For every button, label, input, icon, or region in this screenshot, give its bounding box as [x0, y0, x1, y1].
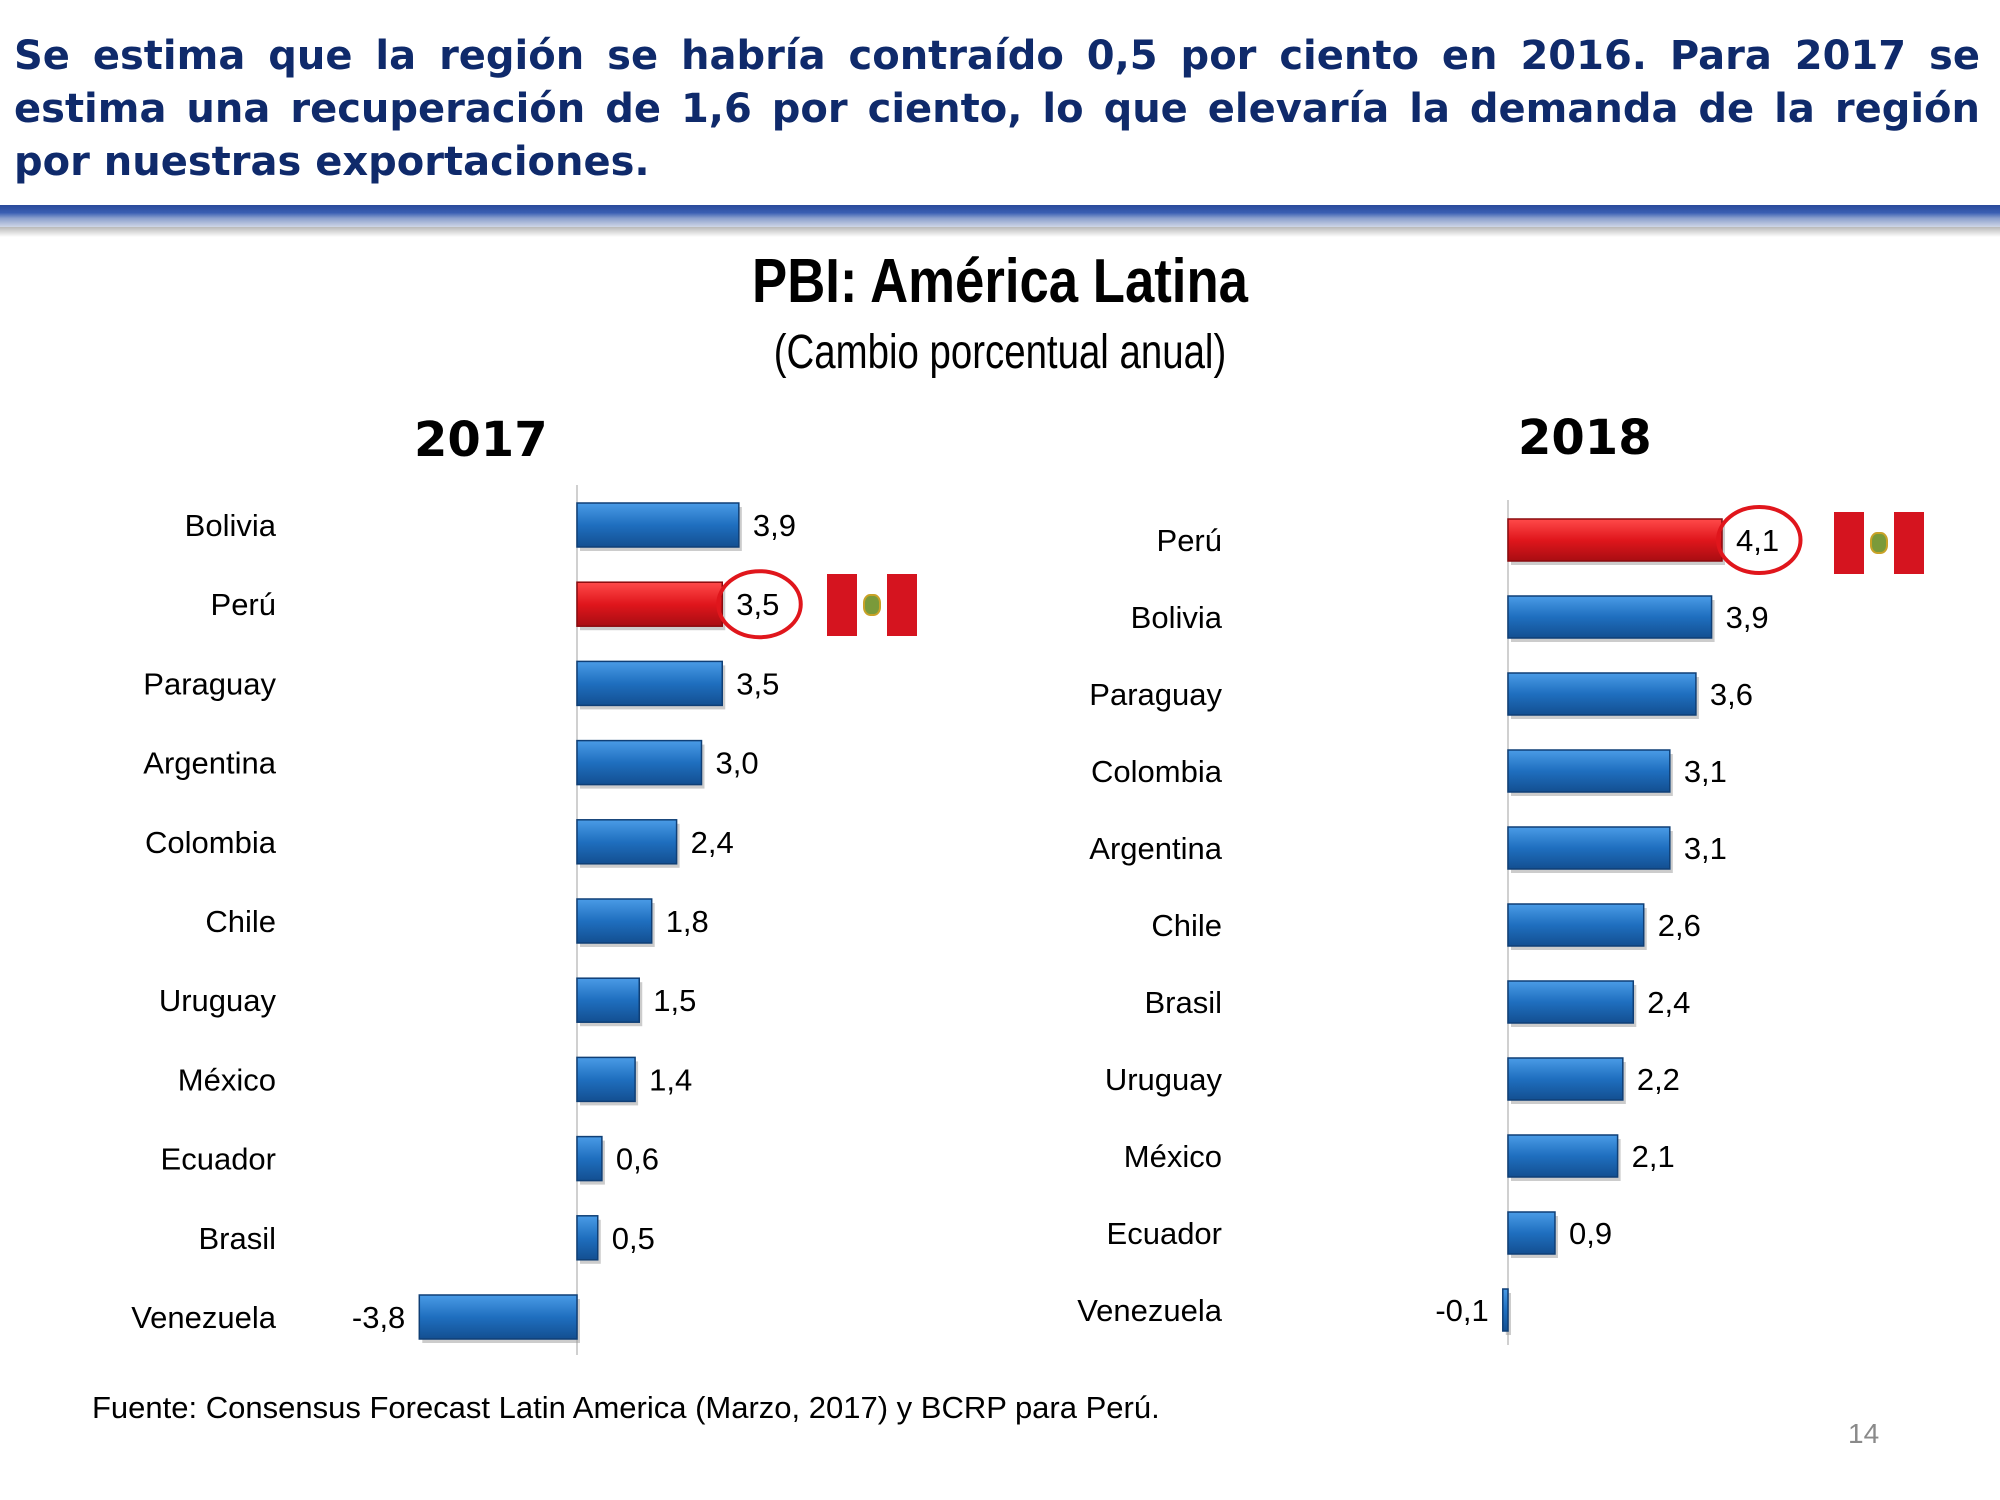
category-label: Uruguay [159, 983, 277, 1018]
peru-flag-icon [1834, 512, 1924, 574]
bar [1507, 903, 1645, 947]
bar [576, 898, 653, 944]
bar [1507, 672, 1697, 716]
bar [576, 977, 640, 1023]
category-label: Chile [1151, 908, 1222, 943]
value-label: 1,8 [666, 904, 709, 939]
category-label: Chile [205, 904, 276, 939]
category-label: Perú [1157, 523, 1222, 558]
value-label: -0,1 [1435, 1293, 1488, 1328]
category-label: Brasil [1144, 985, 1222, 1020]
header-divider [0, 205, 2000, 227]
bar [1507, 1211, 1556, 1255]
bar [576, 1215, 599, 1261]
category-label: Paraguay [143, 666, 276, 701]
category-label: Venezuela [1077, 1293, 1223, 1328]
category-label: Argentina [1089, 831, 1222, 866]
category-label: Perú [211, 587, 276, 622]
value-label: 4,1 [1736, 523, 1779, 558]
bar [576, 502, 740, 548]
category-label: México [178, 1062, 276, 1097]
value-label: 3,5 [736, 587, 779, 622]
category-label: Argentina [143, 746, 276, 781]
bar [1507, 1134, 1619, 1178]
category-label: Colombia [145, 825, 277, 860]
highlight-circle [1716, 505, 1803, 575]
value-label: 3,5 [736, 666, 779, 701]
category-label: Venezuela [131, 1300, 277, 1335]
category-label: Ecuador [161, 1142, 276, 1177]
bar [1502, 1288, 1509, 1332]
bar [576, 1135, 603, 1182]
value-label: 3,1 [1684, 754, 1727, 789]
category-label: Bolivia [185, 508, 277, 543]
value-label: 3,9 [753, 508, 796, 543]
value-label: 3,6 [1710, 677, 1753, 712]
bar-highlight [576, 581, 723, 627]
highlight-circle [716, 569, 803, 640]
header-divider-shadow [0, 227, 2000, 237]
headline: Se estima que la región se habría contra… [14, 33, 1980, 185]
source-note: Fuente: Consensus Forecast Latin America… [92, 1390, 1160, 1425]
category-label: Bolivia [1131, 600, 1223, 635]
bar [1507, 980, 1635, 1024]
value-label: 2,1 [1632, 1139, 1675, 1174]
value-label: 3,9 [1726, 600, 1769, 635]
category-label: Uruguay [1105, 1062, 1223, 1097]
value-label: 1,5 [653, 983, 696, 1018]
bar [418, 1294, 578, 1340]
category-label: Ecuador [1107, 1216, 1222, 1251]
bar [1507, 1057, 1624, 1101]
panel-title-2018: 2018 [1518, 410, 1652, 466]
chart-title: PBI: América Latina [752, 247, 1248, 316]
chart-subtitle: (Cambio porcentual anual) [773, 326, 1227, 379]
bar [576, 660, 723, 707]
category-label: Paraguay [1089, 677, 1222, 712]
category-label: México [1124, 1139, 1222, 1174]
page-number: 14 [1848, 1418, 1880, 1449]
bar [1507, 749, 1671, 793]
bar-highlight [1507, 518, 1723, 562]
value-label: 2,4 [691, 825, 734, 860]
peru-flag-icon [827, 574, 917, 636]
bar [576, 819, 678, 865]
category-label: Colombia [1091, 754, 1223, 789]
value-label: 0,5 [612, 1221, 655, 1256]
value-label: -3,8 [352, 1300, 405, 1335]
value-label: 2,6 [1658, 908, 1701, 943]
value-label: 3,1 [1684, 831, 1727, 866]
bar [1507, 826, 1671, 870]
bar [1507, 595, 1713, 639]
panel-title-2017: 2017 [414, 412, 548, 468]
bar [576, 1056, 636, 1103]
value-label: 2,4 [1647, 985, 1690, 1020]
value-label: 3,0 [716, 746, 759, 781]
value-label: 0,6 [616, 1142, 659, 1177]
value-label: 1,4 [649, 1062, 692, 1097]
chart-panel-2017: Bolivia 3,9 Perú 3,5 Paraguay 3,5 Argentina 3,0… [131, 485, 803, 1355]
bar [576, 739, 703, 786]
value-label: 0,9 [1569, 1216, 1612, 1251]
category-label: Brasil [198, 1221, 276, 1256]
value-label: 2,2 [1637, 1062, 1680, 1097]
chart-panel-2018: Perú 4,1 Bolivia 3,9 Paraguay 3,6 Colombia 3,1 A… [1077, 500, 1803, 1345]
